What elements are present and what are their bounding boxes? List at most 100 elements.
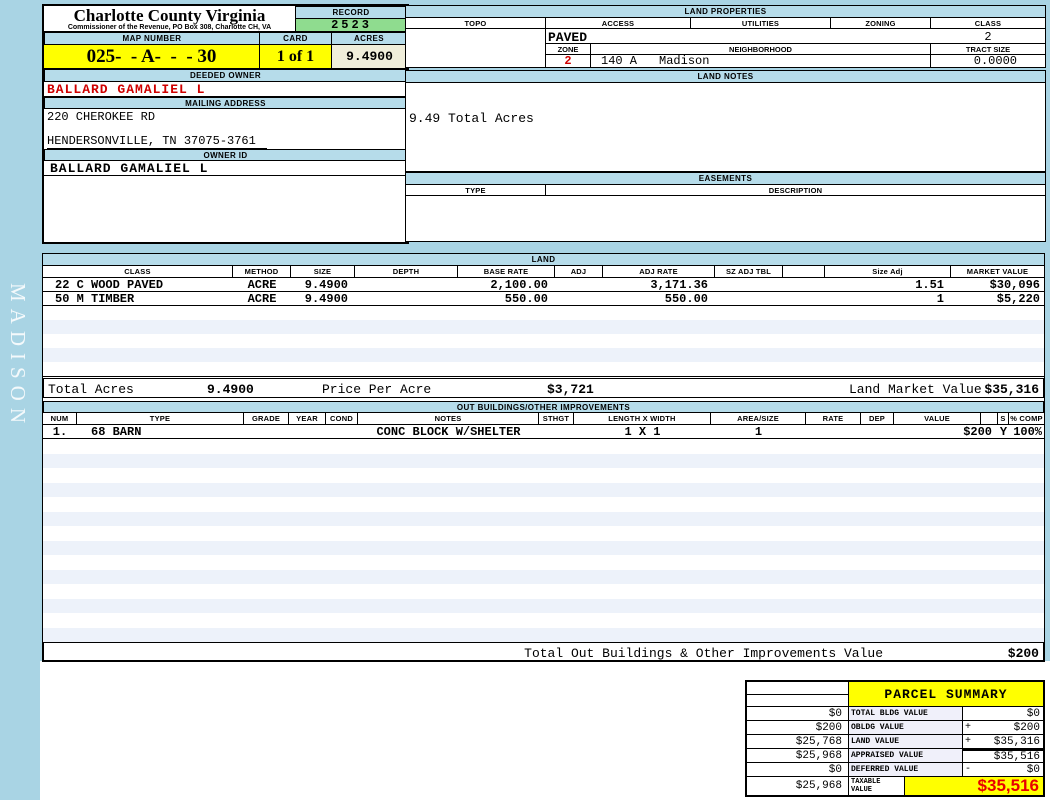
taxable-value-highlight: $35,516 bbox=[905, 776, 1043, 795]
land-market-value-total: $35,316 bbox=[984, 382, 1039, 397]
land-col-size: SIZE bbox=[291, 266, 355, 277]
ob-col-grade: GRADE bbox=[244, 413, 289, 424]
ob-col-num: NUM bbox=[43, 413, 77, 424]
ps-label-land: LAND VALUE bbox=[849, 735, 963, 749]
ob-col-value: VALUE bbox=[894, 413, 981, 424]
empty-land-row bbox=[43, 348, 1044, 363]
class-column-label: CLASS bbox=[931, 18, 1045, 28]
ps-label-deferred: DEFERRED VALUE bbox=[849, 763, 963, 777]
ob-col-rate: RATE bbox=[806, 413, 861, 424]
ob-row-dep bbox=[861, 425, 894, 438]
ob-row-cond bbox=[326, 425, 358, 438]
ps-label-taxable-line2: VALUE bbox=[851, 786, 873, 794]
ps-prior-taxable: $25,968 bbox=[747, 777, 849, 795]
ob-row-pct-comp: 100% bbox=[1013, 424, 1042, 439]
ps-value: $0 bbox=[1026, 707, 1040, 720]
empty-ob-row bbox=[43, 468, 1044, 484]
land-col-adj: ADJ bbox=[555, 266, 603, 277]
ps-value-appraised: $35,516 bbox=[963, 749, 1043, 763]
land-notes-title: LAND NOTES bbox=[406, 71, 1045, 83]
district-watermark: MADISON bbox=[6, 283, 30, 431]
land-col-market-value: MARKET VALUE bbox=[951, 266, 1044, 277]
land-row-method: ACRE bbox=[247, 277, 277, 292]
ob-col-blank bbox=[981, 413, 998, 424]
ps-value-land: + $35,316 bbox=[963, 735, 1043, 749]
ps-value: $200 bbox=[1013, 721, 1040, 734]
ob-col-cond: COND bbox=[326, 413, 358, 424]
land-col-blank bbox=[783, 266, 825, 277]
easements-header-row: TYPE DESCRIPTION bbox=[406, 185, 1045, 196]
total-acres-value: 9.4900 bbox=[207, 382, 254, 397]
owner-card: Charlotte County Virginia Commissioner o… bbox=[42, 4, 409, 244]
empty-land-row bbox=[43, 334, 1044, 349]
record-value-field[interactable]: 2523 bbox=[296, 18, 407, 32]
tract-size-value: 0.0000 bbox=[973, 54, 1017, 68]
ob-col-sthgt: STHGT bbox=[539, 413, 574, 424]
ps-label-taxable-line1: TAXABLE bbox=[851, 778, 881, 786]
card-field[interactable]: 1 of 1 bbox=[260, 45, 332, 69]
ps-prior-deferred: $0 bbox=[747, 763, 849, 777]
ps-op: - bbox=[965, 764, 972, 775]
land-properties-section: LAND PROPERTIES TOPO ACCESS UTILITIES ZO… bbox=[405, 5, 1046, 68]
empty-ob-row bbox=[43, 439, 1044, 455]
land-col-method: METHOD bbox=[233, 266, 291, 277]
neighborhood-value: 140 A Madison bbox=[591, 54, 931, 68]
parcel-summary-title: PARCEL SUMMARY bbox=[849, 682, 1043, 707]
empty-ob-row bbox=[43, 453, 1044, 469]
empty-ob-row bbox=[43, 569, 1044, 585]
land-row-adj-rate: 550.00 bbox=[664, 291, 708, 306]
ob-col-pct-comp: % COMP bbox=[1009, 413, 1044, 424]
topo-value-cell bbox=[406, 29, 546, 67]
access-value: PAVED bbox=[548, 30, 588, 45]
acres-field[interactable]: 9.4900 bbox=[332, 45, 407, 69]
land-row-base-rate: 2,100.00 bbox=[490, 277, 548, 292]
ob-col-length-width: LENGTH X WIDTH bbox=[574, 413, 711, 424]
ps-label-taxable: TAXABLE VALUE bbox=[849, 777, 905, 795]
land-market-value-label: Land Market Value bbox=[849, 382, 982, 397]
ps-value: $35,316 bbox=[993, 735, 1040, 748]
ob-col-notes: NOTES bbox=[358, 413, 539, 424]
land-row-blank bbox=[783, 292, 825, 305]
empty-ob-row bbox=[43, 511, 1044, 527]
land-row-class: 50 M TIMBER bbox=[55, 291, 135, 306]
land-row-depth bbox=[355, 278, 458, 291]
tract-size-label-cell: TRACT SIZE bbox=[931, 43, 1045, 55]
land-row-size-adj: 1 bbox=[936, 291, 944, 306]
card-label: CARD bbox=[260, 32, 332, 45]
land-properties-title: LAND PROPERTIES bbox=[406, 6, 1045, 18]
out-buildings-total-row: Total Out Buildings & Other Improvements… bbox=[43, 642, 1044, 661]
land-table-header-row: CLASS METHOD SIZE DEPTH BASE RATE ADJ AD… bbox=[43, 266, 1044, 278]
land-col-sz-adj-tbl: SZ ADJ TBL bbox=[715, 266, 783, 277]
ob-row-rate bbox=[806, 425, 861, 438]
out-building-row: 1. 68 BARN CONC BLOCK W/SHELTER 1 X 1 1 … bbox=[43, 425, 1044, 439]
ps-prior-land: $25,768 bbox=[747, 735, 849, 749]
land-row-adj-rate: 3,171.36 bbox=[650, 277, 708, 292]
neighborhood-name: Madison bbox=[659, 54, 710, 68]
land-row-market-value: $5,220 bbox=[996, 291, 1040, 306]
ps-prior-total-bldg: $0 bbox=[747, 707, 849, 721]
valuation-tables-section: LAND CLASS METHOD SIZE DEPTH BASE RATE A… bbox=[42, 253, 1045, 662]
ps-header-left-top bbox=[747, 682, 849, 695]
deeded-owner-value: BALLARD GAMALIEL L bbox=[44, 82, 407, 97]
land-row-size-adj: 1.51 bbox=[915, 277, 944, 292]
ob-row-type: 68 BARN bbox=[91, 424, 142, 439]
land-col-class: CLASS bbox=[43, 266, 233, 277]
commissioner-line: Commissioner of the Revenue, PO Box 308,… bbox=[67, 24, 272, 31]
ps-value-deferred: - $0 bbox=[963, 763, 1043, 777]
land-row-sz-adj-tbl bbox=[715, 278, 783, 291]
easements-section: EASEMENTS TYPE DESCRIPTION bbox=[405, 172, 1046, 242]
land-row-depth bbox=[355, 292, 458, 305]
easement-type-label: TYPE bbox=[406, 185, 546, 195]
ob-col-dep: DEP bbox=[861, 413, 894, 424]
easement-description-label: DESCRIPTION bbox=[546, 185, 1045, 195]
easements-title: EASEMENTS bbox=[406, 173, 1045, 185]
land-note-text: 9.49 Total Acres bbox=[409, 111, 534, 126]
map-number-field[interactable]: 025- - A- - - 30 bbox=[44, 45, 260, 69]
land-row-adj bbox=[555, 292, 603, 305]
empty-ob-row bbox=[43, 584, 1044, 600]
land-row: 50 M TIMBER ACRE 9.4900 550.00 550.00 1 … bbox=[43, 292, 1044, 306]
ob-col-type: TYPE bbox=[77, 413, 244, 424]
empty-ob-row bbox=[43, 497, 1044, 513]
land-notes-section: LAND NOTES 9.49 Total Acres bbox=[405, 70, 1046, 172]
